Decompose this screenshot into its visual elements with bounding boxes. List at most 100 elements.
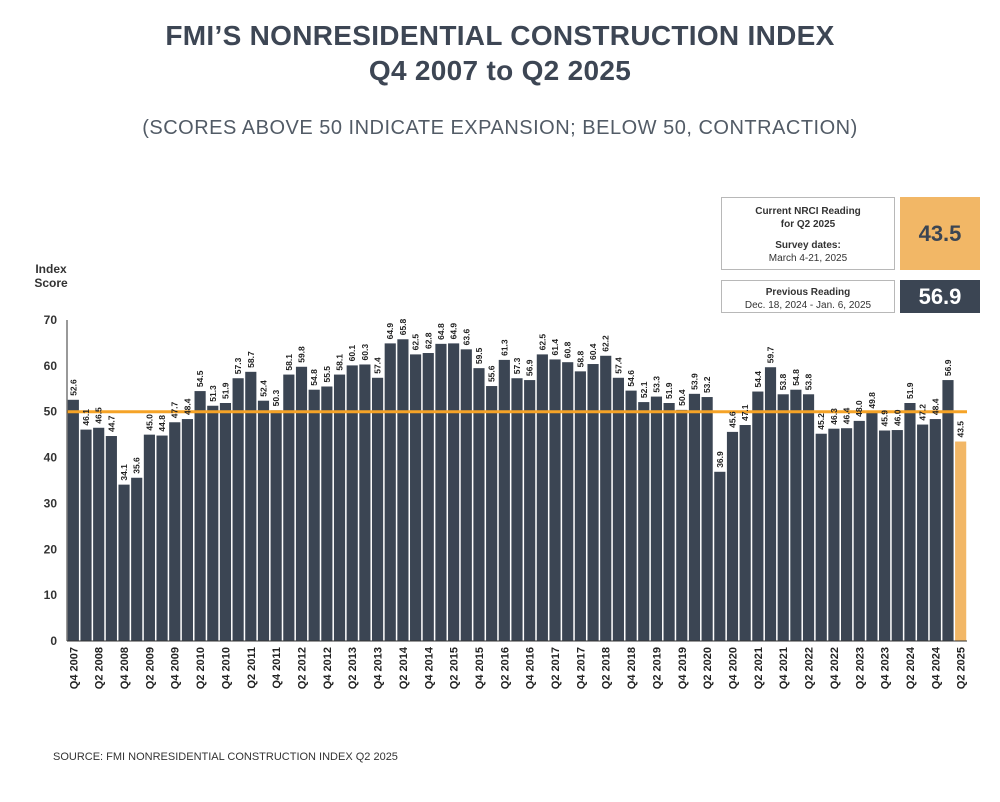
y-tick-label: 20 (44, 542, 58, 556)
bar-value-label: 54.5 (195, 370, 205, 387)
bar-value-label: 56.9 (525, 359, 535, 376)
bar-value-label: 49.8 (867, 392, 877, 409)
survey-dates-value: March 4-21, 2025 (768, 253, 848, 264)
chart-subtitle: (SCORES ABOVE 50 INDICATE EXPANSION; BEL… (142, 117, 858, 139)
bar (321, 386, 333, 641)
survey-dates-label: Survey dates: (775, 240, 841, 251)
x-tick-label: Q4 2012 (322, 647, 334, 689)
bar-value-label: 60.1 (347, 345, 357, 362)
y-tick-label: 0 (50, 634, 57, 648)
bar (625, 390, 637, 641)
bar (308, 389, 320, 641)
bar (422, 353, 434, 641)
bar-value-label: 55.6 (487, 365, 497, 382)
x-tick-label: Q4 2018 (626, 647, 638, 689)
bar-value-label: 54.4 (753, 371, 763, 388)
bar-value-label: 45.2 (816, 413, 826, 430)
bar (574, 371, 586, 641)
bar (397, 339, 409, 641)
x-tick-label: Q2 2009 (144, 647, 156, 689)
bar (866, 412, 878, 641)
chart-title-line2: Q4 2007 to Q2 2025 (368, 55, 632, 86)
bar-value-label: 44.8 (157, 415, 167, 432)
x-tick-label: Q2 2016 (499, 647, 511, 689)
bar-chart: 52.646.1 46.5 44.734.1 35.645.0 44.847.7 48.4… (34, 262, 968, 689)
bar-value-label: 54.8 (309, 369, 319, 386)
bar (536, 354, 548, 641)
bar-value-label: 65.8 (398, 318, 408, 335)
x-tick-label: Q2 2013 (347, 647, 359, 689)
y-tick-label: 10 (44, 588, 58, 602)
bar-value-label: 46.5 (94, 407, 104, 424)
bar-value-label: 51.3 (208, 385, 218, 402)
bar-value-label: 51.9 (664, 382, 674, 399)
bar (346, 365, 358, 641)
bar-value-label: 53.8 (804, 373, 814, 390)
previous-reading-label: Previous Reading (765, 287, 851, 298)
x-tick-label: Q4 2010 (220, 647, 232, 689)
bar (219, 403, 232, 641)
bar-value-label: 52.6 (68, 379, 78, 396)
bar (207, 405, 219, 641)
bar (650, 396, 663, 641)
bar-value-label: 46.1 (81, 409, 91, 426)
x-tick-label: Q2 2015 (449, 647, 461, 689)
x-tick-label: Q4 2014 (423, 646, 435, 689)
bar (841, 428, 853, 641)
bar (105, 436, 117, 641)
current-reading-label: Current NRCI Reading (755, 206, 861, 217)
bar (131, 477, 143, 641)
bar (460, 349, 472, 641)
bar-value-label: 62.5 (411, 334, 421, 351)
x-tick-label: Q2 2025 (956, 647, 968, 689)
bar-value-label: 53.8 (778, 373, 788, 390)
x-tick-label: Q4 2013 (373, 647, 385, 689)
bar-value-label: 58.7 (246, 351, 256, 368)
bar (942, 380, 954, 641)
x-tick-label: Q4 2024 (930, 646, 942, 689)
bar-value-label: 46.0 (892, 409, 902, 426)
bar-value-label: 54.6 (626, 370, 636, 387)
bar-value-label: 56.9 (943, 359, 953, 376)
bar-value-label: 61.4 (550, 339, 560, 356)
bar (245, 371, 257, 641)
bar-value-label: 50.4 (677, 389, 687, 406)
bar (790, 389, 802, 641)
bar-value-label: 61.3 (499, 339, 509, 356)
x-tick-label: Q2 2011 (246, 647, 258, 689)
y-axis-label-line2: Score (34, 276, 68, 290)
bar (638, 402, 650, 641)
bar-value-label: 48.4 (182, 398, 192, 415)
bar (371, 377, 384, 641)
bar (333, 374, 346, 641)
bar (524, 380, 536, 641)
bar-value-label: 53.2 (702, 376, 712, 393)
bar (853, 420, 865, 641)
bar (410, 354, 422, 641)
bar-value-label: 46.4 (842, 407, 852, 424)
bar-value-label: 43.5 (956, 421, 966, 438)
bar (384, 343, 396, 641)
bar (904, 403, 916, 641)
x-tick-label: Q4 2021 (778, 647, 790, 689)
x-tick-label: Q4 2020 (727, 647, 739, 689)
chart-title-line1: FMI’S NONRESIDENTIAL CONSTRUCTION INDEX (165, 20, 835, 51)
bar (511, 378, 523, 641)
bar-value-label: 47.7 (170, 401, 180, 418)
bar-value-label: 52.1 (639, 381, 649, 398)
bar (270, 410, 282, 641)
x-tick-label: Q2 2017 (550, 647, 562, 689)
bar-value-label: 60.8 (563, 341, 573, 358)
bar-value-label: 53.3 (651, 376, 661, 393)
bar-value-label: 50.3 (271, 390, 281, 407)
bar-value-label: 57.3 (512, 357, 522, 374)
bar (295, 366, 308, 641)
bar (194, 391, 206, 641)
x-tick-label: Q4 2016 (525, 647, 537, 689)
bar-value-label: 47.2 (918, 404, 928, 421)
previous-reading-dates: Dec. 18, 2024 - Jan. 6, 2025 (744, 300, 872, 311)
bar-value-label: 54.8 (791, 369, 801, 386)
bar-value-label: 51.9 (905, 382, 915, 399)
y-tick-label: 70 (44, 313, 58, 327)
bar (663, 403, 675, 641)
